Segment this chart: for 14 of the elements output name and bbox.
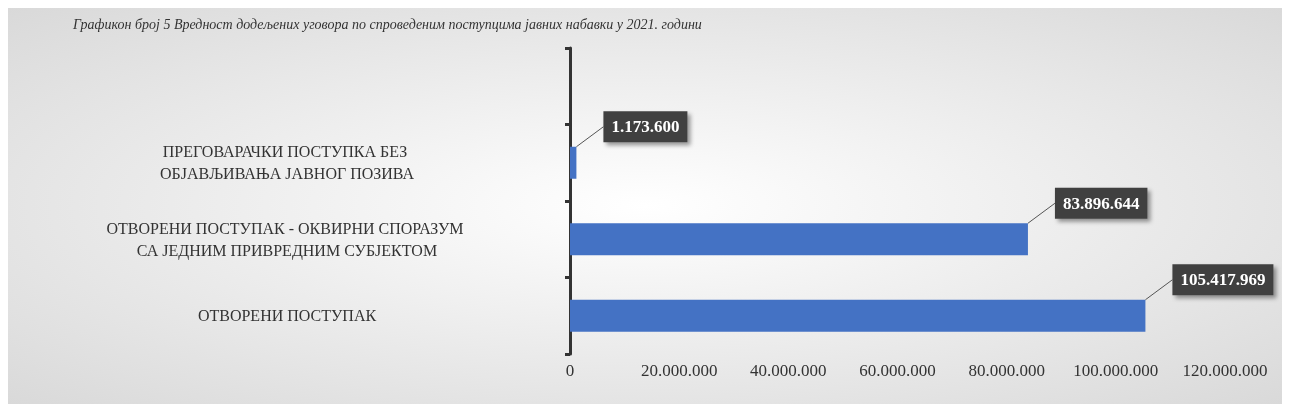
x-tick-label: 20.000.000 bbox=[640, 361, 718, 380]
x-tick-label: 120.000.000 bbox=[1182, 361, 1268, 380]
y-tick-label: ПРЕГОВАРАЧКИ ПОСТУПКА БЕЗ ОБЈАВЉИВАЊА ЈАВНОГ ПОЗИВА bbox=[159, 143, 415, 183]
data-label: 1.173.600 bbox=[611, 117, 680, 137]
x-tick-label: 0 bbox=[565, 361, 575, 380]
x-tick-label: 60.000.000 bbox=[859, 361, 936, 380]
y-tick-label: ОТВОРЕНИ ПОСТУПАК - ОКВИРНИ СПОРАЗУМ СА ЈЕДНИМ ПРИВРЕДНИМ СУБЈЕКТОМ bbox=[106, 219, 468, 260]
y-tick-label: ОТВОРЕНИ ПОСТУПАК bbox=[197, 307, 377, 325]
x-tick-label: 100.000.000 bbox=[1073, 361, 1159, 380]
x-tick-label: 40.000.000 bbox=[750, 361, 827, 380]
text: Графикон број 5 Вредност додељених уговора по спроведеним поступцима јавних набавки у 2021. години bbox=[72, 16, 702, 32]
x-tick-label: 80.000.000 bbox=[968, 361, 1045, 380]
data-label: 105.417.969 bbox=[1180, 270, 1266, 290]
data-label: 83.896.644 bbox=[1062, 193, 1140, 213]
